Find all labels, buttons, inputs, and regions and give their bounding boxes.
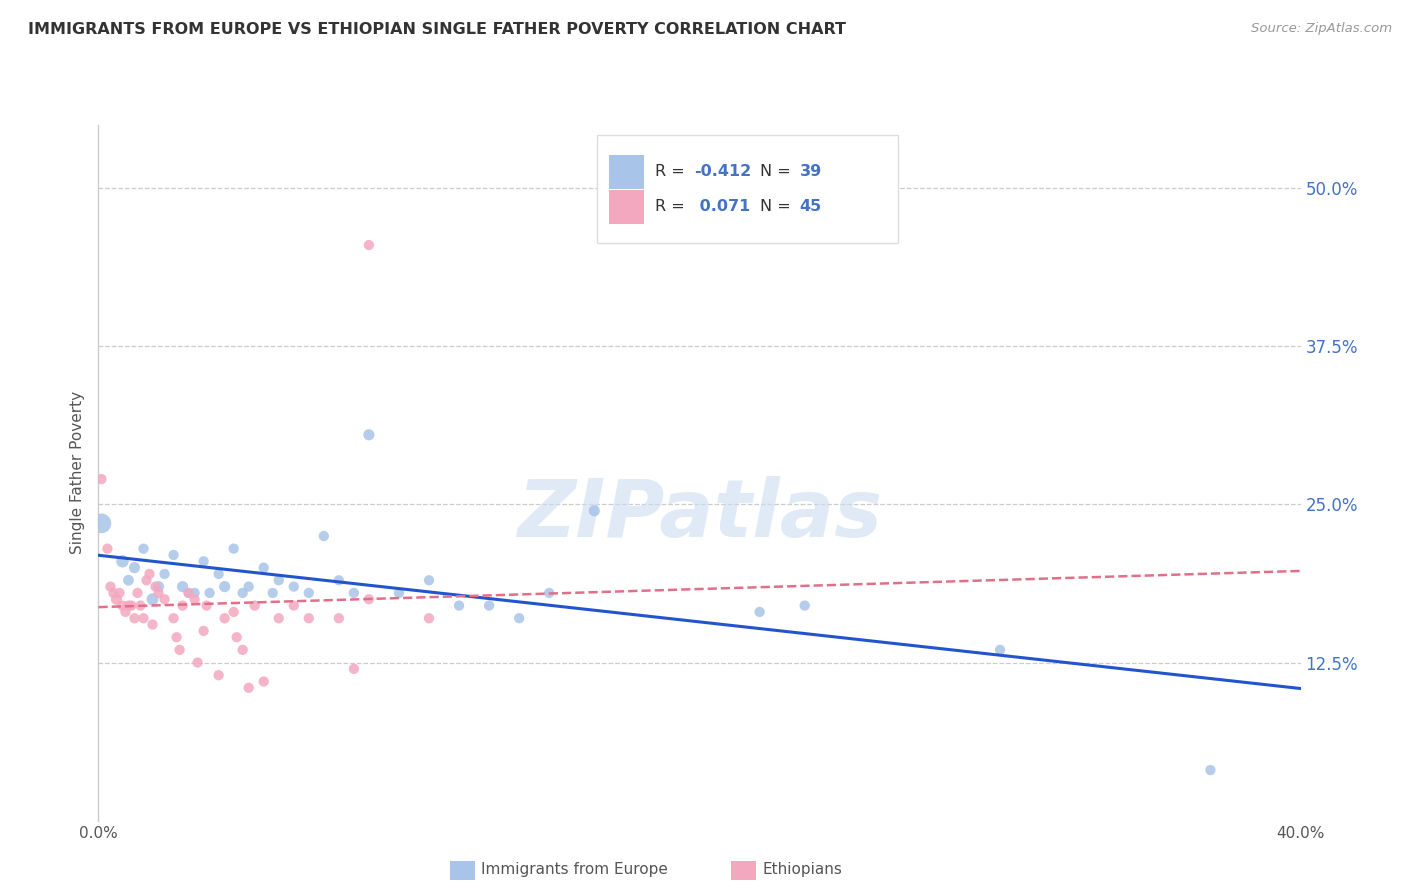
Point [148,586,170,600]
Point [183,586,205,600]
Point [129,599,152,613]
Point [145,580,167,594]
Point [243,599,266,613]
Point [193,624,215,638]
Point [388,586,411,600]
Point [141,592,163,607]
Point [343,662,366,676]
Point [132,611,155,625]
Point [508,611,530,625]
Point [96,541,118,556]
Text: IMMIGRANTS FROM EUROPE VS ETHIOPIAN SINGLE FATHER POVERTY CORRELATION CHART: IMMIGRANTS FROM EUROPE VS ETHIOPIAN SING… [28,22,846,37]
Point [225,630,247,644]
Point [267,574,290,588]
Text: N =: N = [761,199,796,214]
Point [103,586,125,600]
Point [328,611,350,625]
Point [253,674,276,689]
Point [198,586,221,600]
Point [357,427,380,442]
Point [90,516,112,531]
Point [105,592,128,607]
Point [132,541,155,556]
Point [538,586,561,600]
Point [111,554,134,568]
Point [111,599,134,613]
Point [141,617,163,632]
Point [262,586,284,600]
Point [418,574,440,588]
Point [166,630,188,644]
Point [135,574,157,588]
Text: Ethiopians: Ethiopians [762,863,842,877]
Point [177,586,200,600]
Point [114,605,136,619]
Point [328,574,350,588]
Text: N =: N = [761,164,796,179]
Point [127,586,149,600]
Point [357,592,380,607]
Y-axis label: Single Father Poverty: Single Father Poverty [70,392,86,554]
Point [162,611,184,625]
Point [793,599,815,613]
Text: R =: R = [655,164,690,179]
Point [238,580,260,594]
Point [343,586,366,600]
Point [187,656,209,670]
Point [208,668,231,682]
Point [253,560,276,574]
Point [100,580,122,594]
Point [988,643,1011,657]
Text: -0.412: -0.412 [695,164,752,179]
Point [172,599,194,613]
Point [172,580,194,594]
Point [214,611,236,625]
Point [138,566,160,581]
Point [183,592,205,607]
Point [208,566,231,581]
Point [121,599,143,613]
Point [222,605,245,619]
Point [418,611,440,625]
Point [283,599,305,613]
Text: 39: 39 [800,164,823,179]
Point [148,580,170,594]
Point [193,554,215,568]
Point [357,238,380,252]
Text: Immigrants from Europe: Immigrants from Europe [481,863,668,877]
Point [298,586,321,600]
Point [90,472,112,486]
Point [298,611,321,625]
Point [177,586,200,600]
Text: R =: R = [655,199,690,214]
Point [153,566,176,581]
Point [748,605,770,619]
Point [447,599,470,613]
Text: ZIPatlas: ZIPatlas [517,475,882,554]
Point [124,611,146,625]
Point [214,580,236,594]
Point [117,599,139,613]
Point [312,529,335,543]
Point [283,580,305,594]
Point [117,574,139,588]
Point [1199,763,1222,777]
Point [232,643,254,657]
Text: Source: ZipAtlas.com: Source: ZipAtlas.com [1251,22,1392,36]
Point [232,586,254,600]
Point [238,681,260,695]
Point [583,504,606,518]
Point [108,586,131,600]
Point [162,548,184,562]
Point [195,599,218,613]
Point [267,611,290,625]
Point [169,643,191,657]
Text: 0.071: 0.071 [695,199,751,214]
Point [153,592,176,607]
Point [478,599,501,613]
Point [222,541,245,556]
Point [124,560,146,574]
Text: 45: 45 [800,199,823,214]
